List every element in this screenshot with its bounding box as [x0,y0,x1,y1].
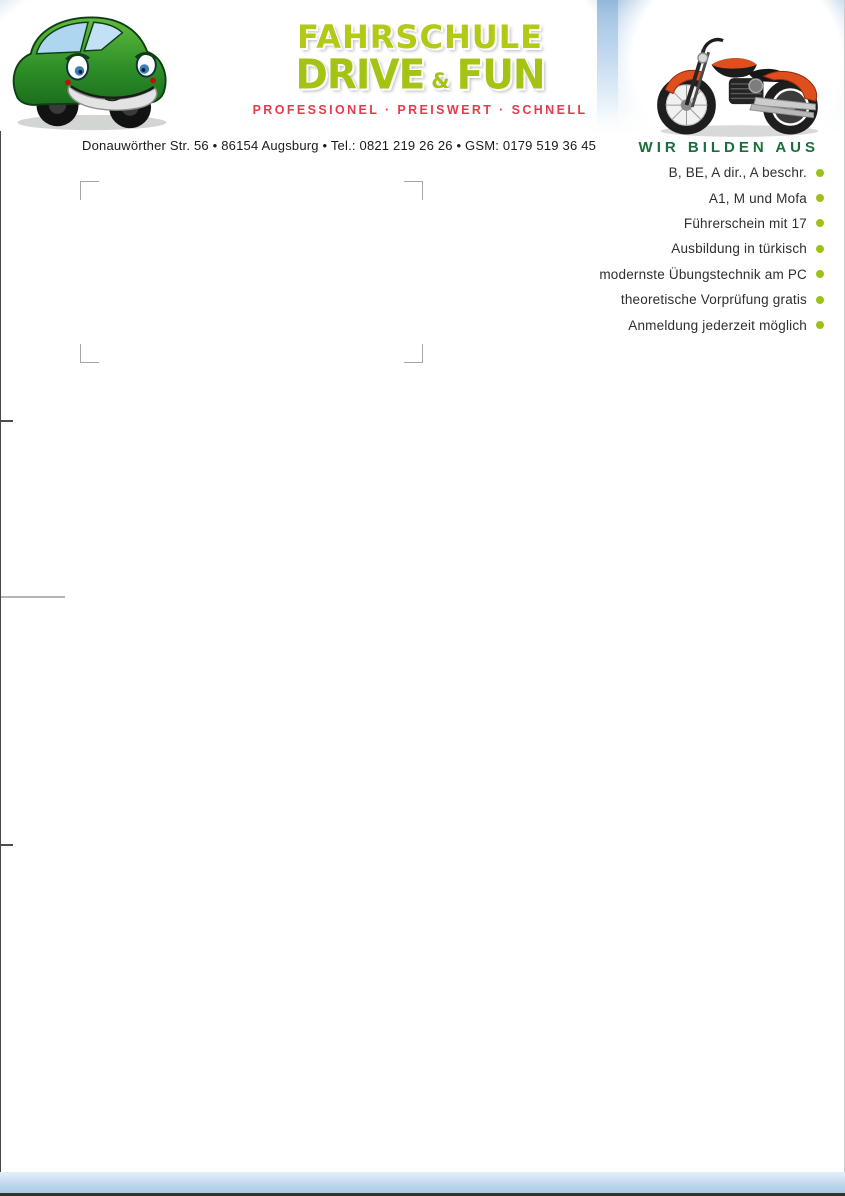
header-banner: FAHRSCHULE DRIVE & FUN PROFESSIONEL · PR… [0,0,845,200]
window-mark-bottom-left [80,344,99,363]
service-item: theoretische Vorprüfung gratis [599,287,824,312]
service-item: B, BE, A dir., A beschr. [599,160,824,185]
service-item-label: theoretische Vorprüfung gratis [620,292,807,308]
service-item-label: Führerschein mit 17 [683,215,807,231]
car-illustration-icon [12,16,167,131]
window-mark-top-left [80,181,99,200]
brand-ampersand: & [431,69,450,93]
brand-word-drive: DRIVE [295,52,425,99]
service-item: Führerschein mit 17 [599,211,824,236]
service-item-label: B, BE, A dir., A beschr. [668,165,807,181]
service-item: Ausbildung in türkisch [599,236,824,261]
service-item-label: A1, M und Mofa [708,190,807,206]
services-list: B, BE, A dir., A beschr. A1, M und Mofa … [599,160,824,338]
service-item-label: modernste Übungstechnik am PC [599,266,807,282]
brand-logo: FAHRSCHULE DRIVE & FUN PROFESSIONEL · PR… [250,21,590,117]
contact-line: Donauwörther Str. 56 • 86154 Augsburg • … [82,138,597,153]
service-item: modernste Übungstechnik am PC [599,262,824,287]
service-bullet-icon [816,219,824,228]
brand-tagline: PROFESSIONEL · PREISWERT · SCHNELL [252,103,588,117]
footer-bar [0,1172,845,1196]
service-item-label: Anmeldung jederzeit möglich [628,317,807,333]
punch-mark-center [0,596,65,598]
fold-mark-bottom [0,844,13,846]
window-mark-bottom-right [404,344,423,363]
service-bullet-icon [816,321,824,330]
page-bottom-edge-line [0,1193,845,1196]
service-item: A1, M und Mofa [599,185,824,210]
service-bullet-icon [816,295,824,304]
service-item: Anmeldung jederzeit möglich [599,312,824,337]
brand-school-type: FAHRSCHULE [297,18,543,56]
service-bullet-icon [816,244,824,253]
service-bullet-icon [816,194,824,203]
service-bullet-icon [816,168,824,177]
services-title: WIR BILDEN AUS [638,139,819,156]
fold-mark-top [0,420,13,422]
brand-name: DRIVE & FUN [250,52,590,99]
service-bullet-icon [816,270,824,279]
motorcycle-illustration-icon [657,37,819,137]
brand-word-fun: FUN [456,52,546,99]
service-item-label: Ausbildung in türkisch [671,241,807,257]
window-mark-top-right [404,181,423,200]
page-left-edge-line [0,131,1,1176]
